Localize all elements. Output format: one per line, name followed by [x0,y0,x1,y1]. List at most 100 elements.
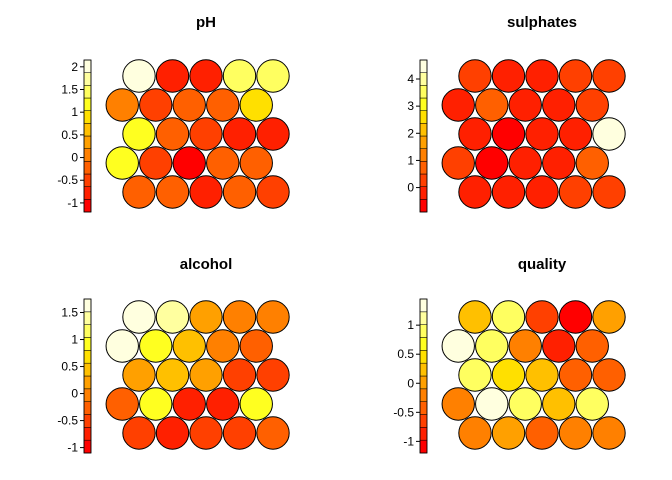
som-node [525,117,559,151]
colorbar-segment [419,311,428,325]
tick-label: 4 [407,72,414,86]
panel-quality: quality 1 0.5 0 -0.5 -1 [393,256,626,454]
som-node [155,175,190,209]
colorbar-frame [419,298,428,454]
panel-title: sulphates [507,14,577,31]
tick-label: 0 [407,376,414,390]
som-node [575,329,609,363]
tick-label: 1 [71,333,78,347]
colorbar-segment [419,362,428,377]
colorbar-segment [83,123,92,137]
colorbar-segment [419,59,428,73]
som-node [508,329,542,363]
tick-label: 2 [407,126,414,140]
som-node [239,329,273,363]
colorbar-segment [83,298,92,313]
som-node [155,358,190,392]
colorbar-segment [83,72,92,86]
som-node [122,59,156,93]
tick-label: 1 [71,105,78,119]
som-node [458,175,492,209]
colorbar-segment [419,123,428,137]
som-node [105,329,139,363]
colorbar-segment [83,350,92,364]
som-node [256,117,290,151]
colorbar-segment [419,298,428,313]
som-node [139,146,173,180]
colorbar-segment [83,148,92,162]
som-node [105,387,139,421]
som-node [542,329,576,363]
som-node [155,416,190,450]
colorbar-segment [83,324,92,338]
som-node [239,387,273,421]
som-node [222,59,257,93]
som-node [189,358,223,392]
som-node [491,300,526,334]
som-node [491,175,526,209]
som-node [122,117,156,151]
som-node [172,146,206,180]
som-node [172,88,206,122]
tick-label: 2 [71,60,78,74]
som-node [441,329,475,363]
som-node [105,88,139,122]
colorbar-frame [83,59,92,213]
som-node [222,358,257,392]
som-node [475,146,509,180]
som-node [441,88,475,122]
panel-ph: pH 2 1.5 1 0.5 0 -0.5 -1 [57,14,290,213]
colorbar-segment [83,110,92,124]
colorbar-segment [419,388,428,402]
som-node [491,358,526,392]
tick-label: 0 [407,181,414,195]
colorbar-segment [419,148,428,162]
som-node [256,416,290,450]
colorbar-segment [83,97,92,111]
tick-label: -0.5 [393,405,414,419]
colorbar-segment [83,362,92,377]
colorbar-segment [83,414,92,428]
som-node [172,329,206,363]
colorbar-segment [419,337,428,351]
colorbar-segment [419,427,428,441]
som-node [256,358,290,392]
som-node [122,175,156,209]
tick-label: 1 [407,153,414,167]
colorbar-frame [419,59,428,213]
som-node [592,358,626,392]
colorbar-segment [419,72,428,86]
tick-label: 0.5 [61,360,78,374]
som-node [239,88,273,122]
som-node [525,416,559,450]
som-node [475,387,509,421]
som-node [458,416,492,450]
som-node [508,88,542,122]
colorbar-segment [83,59,92,73]
tick-label: 1 [407,318,414,332]
som-node [542,88,576,122]
som-node [575,146,609,180]
som-node [222,416,257,450]
som-node [222,300,257,334]
tick-label: 0 [71,151,78,165]
som-node [256,175,290,209]
som-node [542,146,576,180]
som-node [189,117,223,151]
colorbar-segment [83,186,92,200]
som-node [206,146,240,180]
colorbar-segment [83,375,92,390]
som-node [256,59,290,93]
som-node [139,329,173,363]
colorbar-segment [83,199,92,213]
som-node [525,175,559,209]
panel-title: alcohol [180,256,233,273]
som-node [542,387,576,421]
colorbar-segment [419,135,428,149]
som-node [475,329,509,363]
som-node [491,117,526,151]
colorbar-segment [83,135,92,149]
tick-label: -0.5 [57,414,78,428]
colorbar-segment [83,427,92,441]
som-node [491,416,526,450]
